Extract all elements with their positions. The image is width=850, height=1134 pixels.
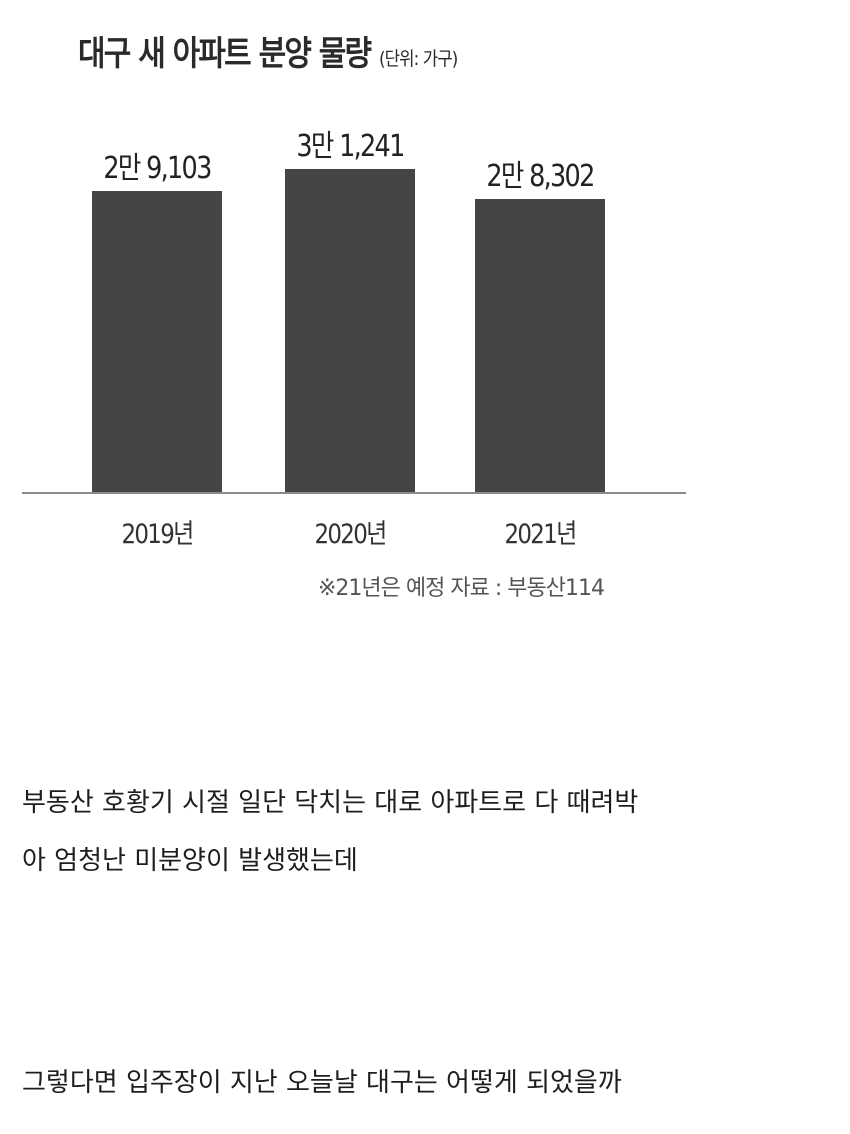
source-note: ※21년은 예정 자료 : 부동산114 xyxy=(318,576,605,601)
post-paragraph: 아 엄청난 미분양이 발생했는데 xyxy=(22,846,358,876)
bar-2021년 xyxy=(475,199,605,493)
post-paragraph: 그렇다면 입주장이 지난 오늘날 대구는 어떻게 되었을까 xyxy=(22,1068,622,1098)
data-label: 2만 8,302 xyxy=(486,159,595,195)
post-paragraph: 부동산 호황기 시절 일단 닥치는 대로 아파트로 다 때려박 xyxy=(22,788,639,818)
x-axis-line xyxy=(22,492,686,494)
title-text: 대구 새 아파트 분양 물량 xyxy=(78,34,372,74)
x-tick-label: 2020년 xyxy=(314,519,387,550)
x-tick-label: 2019년 xyxy=(121,519,194,550)
data-label: 3만 1,241 xyxy=(296,128,405,164)
bar-2020년 xyxy=(285,168,415,493)
data-label: 2만 9,103 xyxy=(103,151,212,186)
x-tick-label: 2021년 xyxy=(504,519,577,550)
unit-label: (단위: 가구) xyxy=(378,48,458,70)
chart-title: 대구 새 아파트 분양 물량 (단위: 가구) xyxy=(78,26,458,75)
bar-2019년 xyxy=(92,191,222,493)
